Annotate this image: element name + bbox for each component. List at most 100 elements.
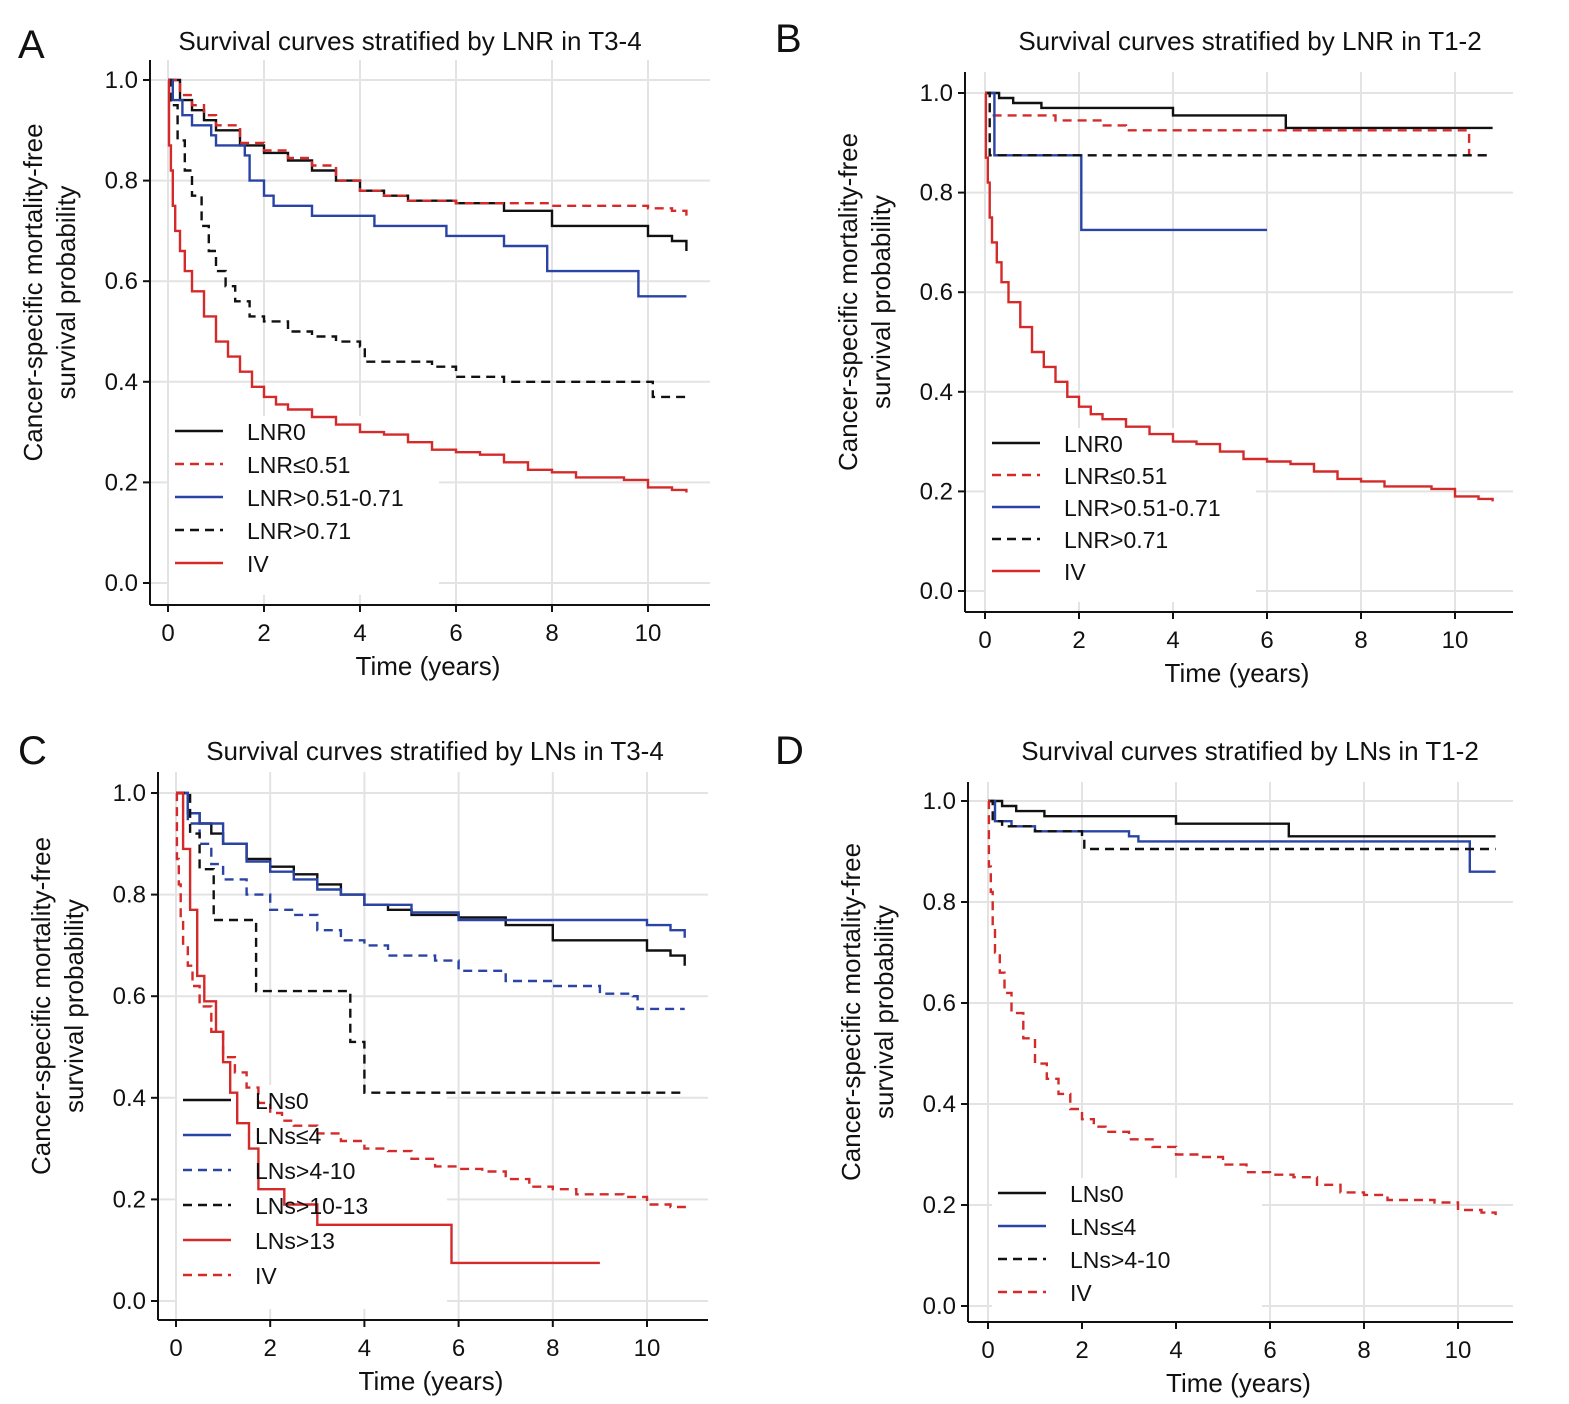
y-tick-label: 0.4	[920, 379, 953, 406]
series-line	[167, 78, 688, 493]
y-tick-label: 0.8	[923, 889, 956, 916]
y-tick-label: 0.4	[113, 1085, 146, 1112]
x-tick-label: 4	[353, 620, 366, 647]
x-tick-label: 8	[545, 620, 558, 647]
y-axis-label: Cancer-specific mortality-free survival p…	[833, 133, 896, 471]
panel-letter-d: D	[775, 729, 804, 773]
legend-label: LNR>0.51-0.71	[247, 485, 404, 511]
chart-title: Survival curves stratified by LNR in T3-…	[178, 26, 641, 56]
x-tick-label: 8	[1357, 1337, 1370, 1364]
series-line	[985, 91, 1493, 130]
x-tick-label: 2	[257, 620, 270, 647]
legend-label: LNs>4-10	[1070, 1247, 1170, 1273]
panel-a: A Survival curves stratified by LNR in T3…	[18, 23, 710, 681]
y-tick-label: 0.0	[923, 1293, 956, 1320]
x-tick-label: 10	[635, 620, 662, 647]
y-axis-label: Cancer-specific mortality-free survival p…	[26, 837, 89, 1175]
panel-b: B Survival curves stratified by LNR in T1…	[775, 17, 1513, 688]
legend: LNR0 LNR≤0.51 LNR>0.51-0.71 LNR>0.71 IV	[992, 431, 1221, 585]
x-tick-label: 4	[1166, 627, 1179, 654]
y-tick-label: 0.8	[105, 168, 138, 195]
legend-background	[986, 428, 1256, 602]
series-line	[988, 799, 1496, 851]
y-tick-label: 0.6	[113, 983, 146, 1010]
x-tick-label: 0	[161, 620, 174, 647]
panel-letter-b: B	[775, 17, 802, 61]
chart-title: Survival curves stratified by LNR in T1-…	[1018, 26, 1481, 56]
legend: LNs0 LNs≤4 LNs>4-10 IV	[998, 1181, 1170, 1306]
series-line	[168, 78, 687, 298]
legend-label: LNs>10-13	[255, 1193, 368, 1219]
y-axis-label-line-1: Cancer-specific mortality-free	[18, 123, 48, 461]
x-axis-label: Time (years)	[1166, 1368, 1311, 1398]
legend-label: IV	[1064, 559, 1086, 585]
legend-label: LNR>0.71	[1064, 527, 1168, 553]
series-line	[176, 791, 686, 966]
x-tick-label: 8	[1354, 627, 1367, 654]
legend-label: LNs>13	[255, 1228, 335, 1254]
y-tick-label: 1.0	[113, 780, 146, 807]
legend-label: LNs0	[255, 1088, 309, 1114]
series-line	[168, 78, 688, 251]
x-tick-label: 0	[169, 1335, 182, 1362]
panel-letter-c: C	[18, 729, 47, 773]
legend-label: IV	[247, 551, 269, 577]
x-tick-label: 4	[1169, 1337, 1182, 1364]
y-tick-label: 0.2	[105, 469, 138, 496]
x-axis-label: Time (years)	[1165, 658, 1310, 688]
chart-title: Survival curves stratified by LNs in T1-…	[1021, 736, 1479, 766]
series-line	[176, 791, 685, 1094]
y-tick-label: 0.2	[113, 1186, 146, 1213]
y-tick-label: 1.0	[920, 80, 953, 107]
legend-label: LNR0	[247, 419, 306, 445]
x-tick-label: 10	[1445, 1337, 1472, 1364]
x-tick-label: 6	[1260, 627, 1273, 654]
panel-d: D Survival curves stratified by LNs in T1…	[775, 729, 1513, 1398]
legend-label: LNR>0.71	[247, 518, 351, 544]
y-tick-label: 0.4	[923, 1091, 956, 1118]
curves	[984, 91, 1494, 502]
legend: LNs0 LNs≤4 LNs>4-10 LNs>10-13 LNs>13 IV	[183, 1088, 368, 1289]
y-tick-label: 0.8	[920, 180, 953, 207]
y-axis-label-line-2: survival probability	[866, 195, 896, 409]
y-tick-label: 0.0	[920, 578, 953, 605]
series-line	[176, 791, 685, 1011]
x-tick-label: 8	[546, 1335, 559, 1362]
y-axis-label-line-2: survival probability	[869, 905, 899, 1119]
x-tick-label: 2	[1075, 1337, 1088, 1364]
y-axis-label: Cancer-specific mortality-free survival p…	[18, 123, 81, 461]
y-tick-label: 0.6	[920, 279, 953, 306]
legend-label: LNR0	[1064, 431, 1123, 457]
x-tick-label: 2	[264, 1335, 277, 1362]
series-line	[176, 791, 600, 1265]
y-tick-label: 0.0	[105, 570, 138, 597]
x-tick-label: 10	[634, 1335, 661, 1362]
legend-label: LNs>4-10	[255, 1158, 355, 1184]
legend-label: LNR>0.51-0.71	[1064, 495, 1221, 521]
y-axis-label-line-1: Cancer-specific mortality-free	[833, 133, 863, 471]
legend-label: LNR≤0.51	[247, 452, 350, 478]
series-line	[985, 91, 1267, 232]
series-line	[175, 791, 686, 1210]
y-tick-label: 0.6	[923, 990, 956, 1017]
curves	[167, 78, 688, 493]
legend-label: LNs≤4	[1070, 1214, 1137, 1240]
legend-label: LNR≤0.51	[1064, 463, 1167, 489]
x-tick-label: 10	[1442, 627, 1469, 654]
series-line	[985, 91, 1493, 157]
y-tick-label: 1.0	[923, 788, 956, 815]
panel-letter-a: A	[18, 23, 45, 67]
series-line	[988, 799, 1496, 838]
chart-title: Survival curves stratified by LNs in T3-…	[206, 736, 664, 766]
x-tick-label: 4	[358, 1335, 371, 1362]
y-axis-label-line-1: Cancer-specific mortality-free	[836, 843, 866, 1181]
y-tick-label: 0.2	[923, 1192, 956, 1219]
series-line	[168, 78, 687, 399]
legend-label: IV	[255, 1263, 277, 1289]
y-tick-label: 0.4	[105, 369, 138, 396]
y-axis-label-line-2: survival probability	[51, 186, 81, 400]
x-tick-label: 0	[981, 1337, 994, 1364]
x-tick-label: 6	[1263, 1337, 1276, 1364]
y-axis-label-line-2: survival probability	[59, 899, 89, 1113]
series-line	[987, 799, 1497, 1216]
